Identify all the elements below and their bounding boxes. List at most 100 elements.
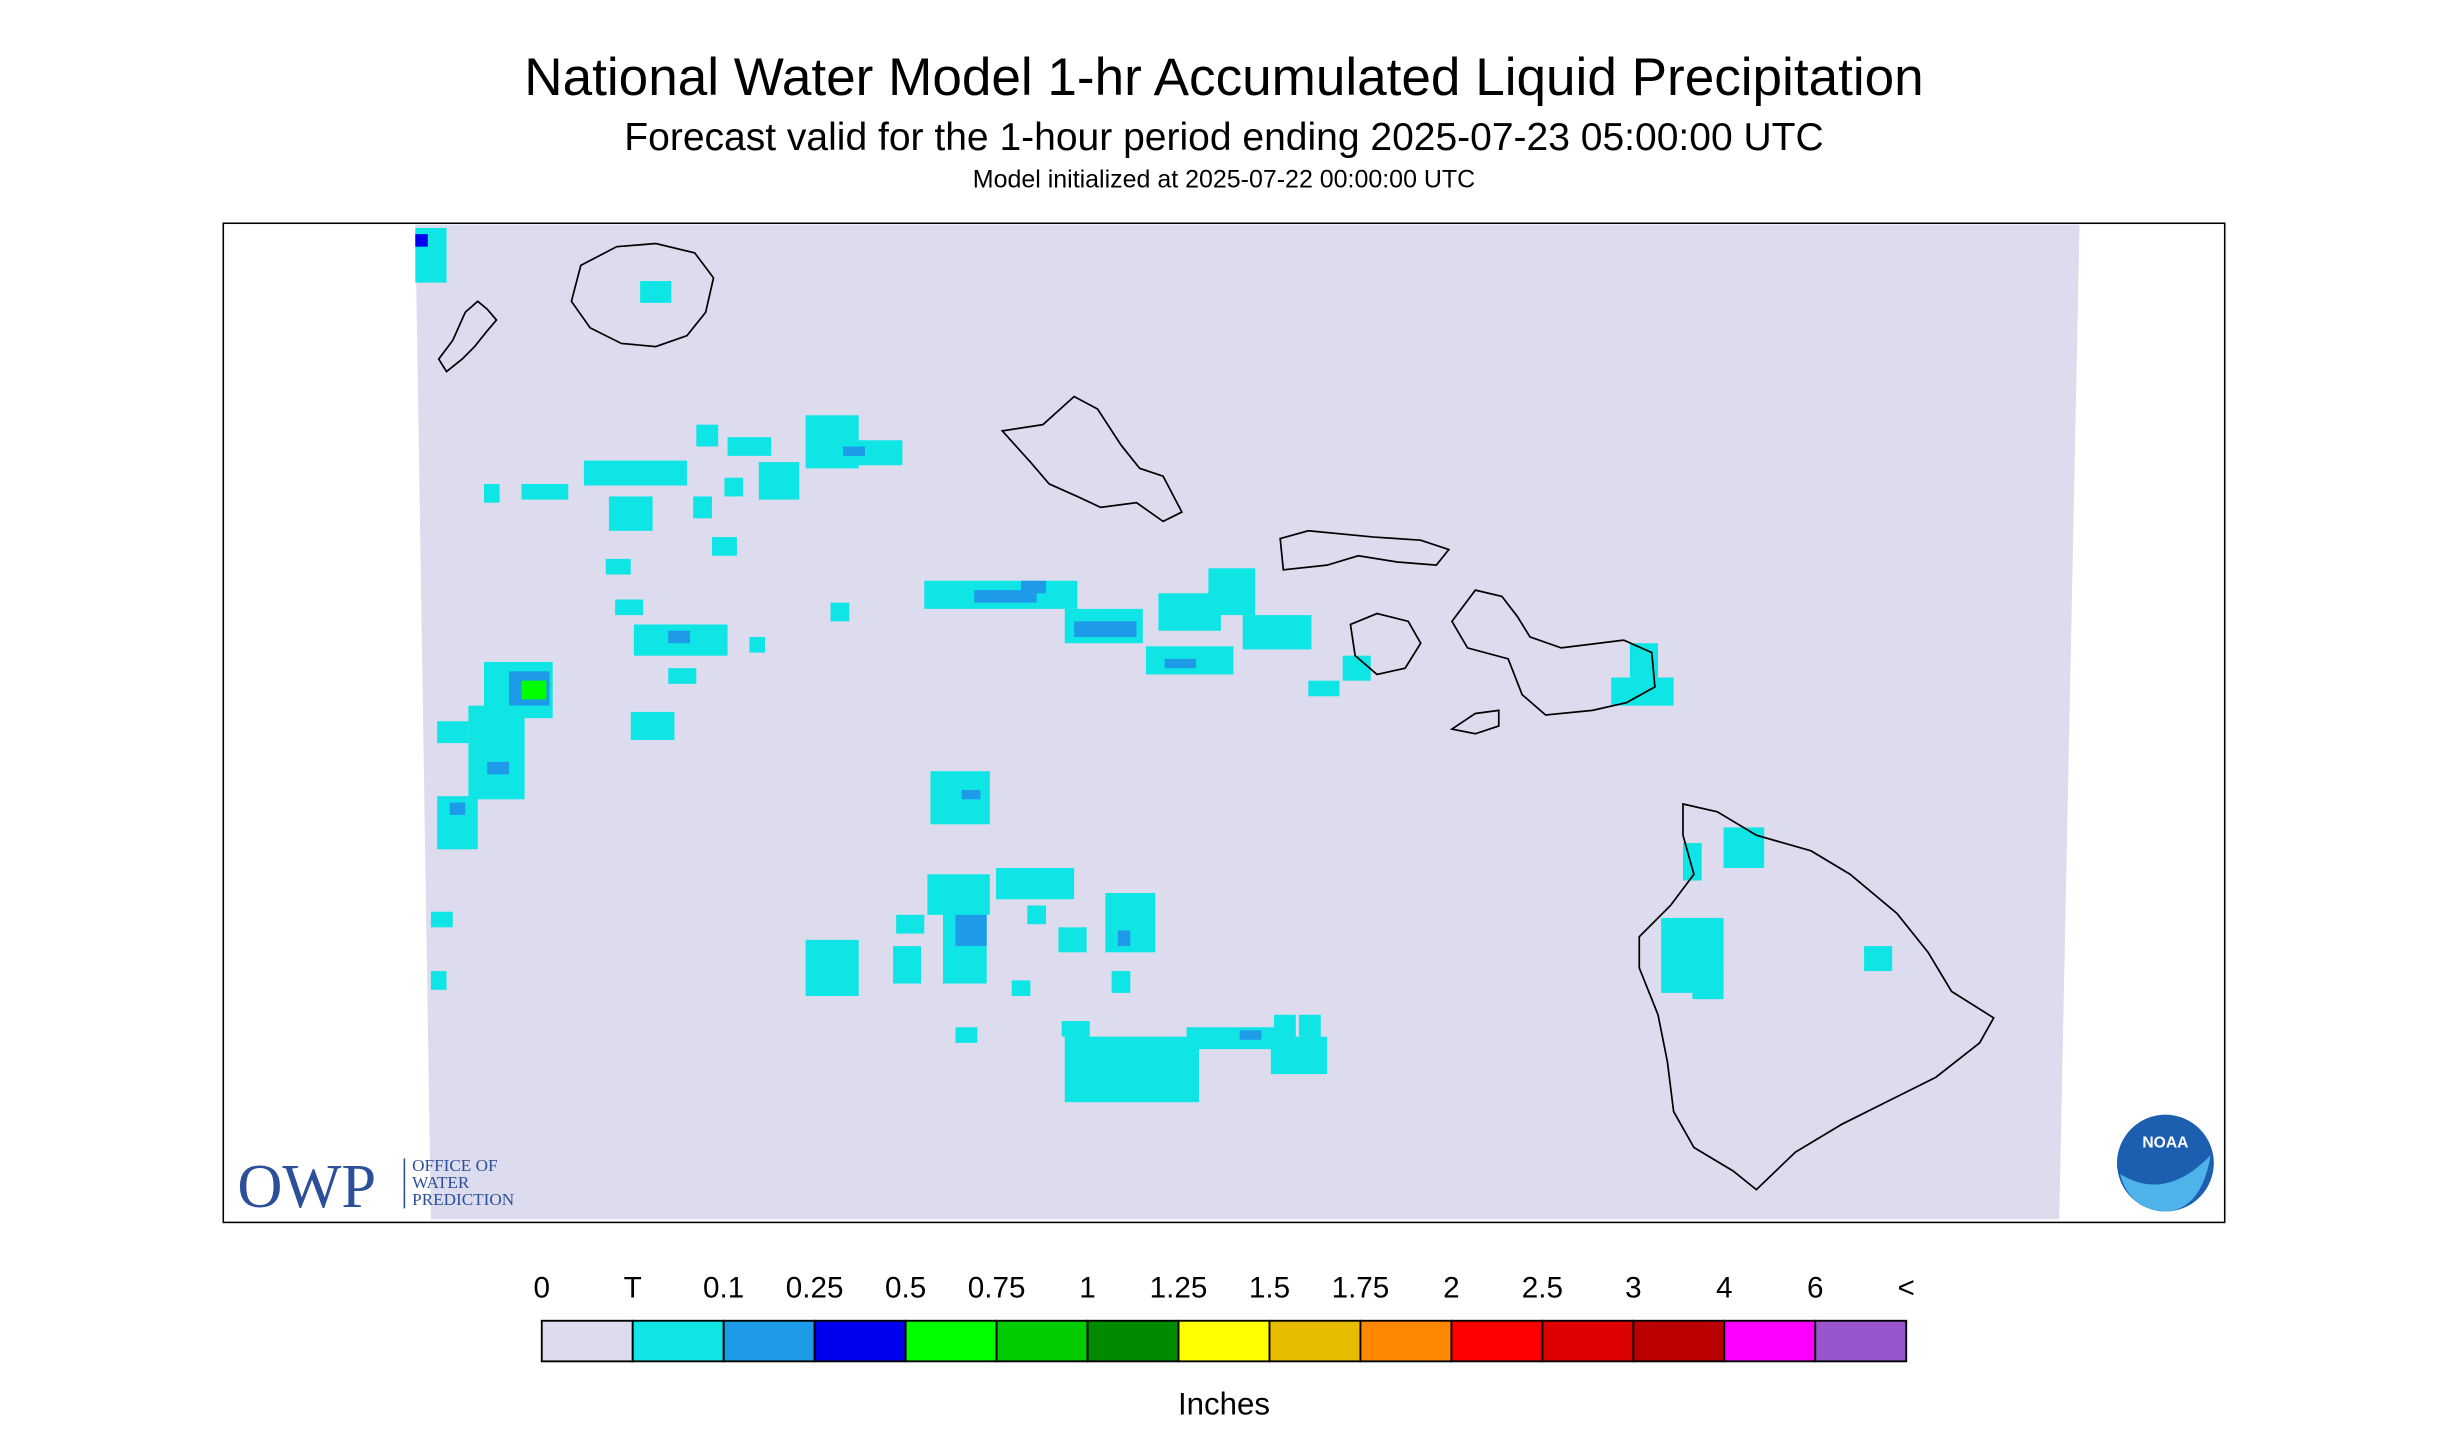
owp-name: WATER	[412, 1173, 470, 1192]
colorbar-swatch	[631, 1319, 725, 1363]
precip-cell	[1208, 568, 1256, 616]
colorbar-swatch	[1632, 1319, 1726, 1363]
precip-cell	[1011, 980, 1031, 997]
precip-cell	[483, 483, 500, 503]
precip-areas	[415, 227, 1893, 1103]
owp-name: PREDICTION	[412, 1190, 514, 1209]
precip-cell	[487, 761, 509, 775]
colorbar-label: 2	[1443, 1271, 1460, 1304]
precip-cell	[437, 721, 469, 744]
colorbar-label: 2.5	[1522, 1271, 1563, 1304]
precip-cell	[727, 437, 772, 456]
precip-cell	[415, 234, 428, 247]
colorbar-swatch	[1177, 1319, 1271, 1363]
colorbar-swatch	[1450, 1319, 1544, 1363]
precip-cell	[430, 971, 447, 990]
precip-cell	[1061, 1021, 1090, 1037]
colorbar-label: <	[1898, 1271, 1915, 1304]
colorbar-label: 4	[1716, 1271, 1733, 1304]
colorbar-label: 0	[534, 1271, 551, 1304]
precip-cell	[1027, 905, 1047, 925]
precip-cell	[630, 711, 675, 741]
precip-cell	[961, 789, 981, 800]
precip-cell	[930, 771, 990, 825]
title: National Water Model 1-hr Accumulated Li…	[524, 48, 1923, 107]
precip-cell	[1242, 615, 1312, 650]
precip-cell	[668, 630, 691, 644]
precip-cell	[893, 946, 922, 984]
colorbar-swatch	[995, 1319, 1089, 1363]
precip-cell	[608, 496, 653, 531]
precip-cell	[1064, 1036, 1200, 1103]
precip-cell	[468, 705, 525, 800]
precip-cell	[1164, 658, 1196, 669]
colorbar-swatch	[1268, 1319, 1362, 1363]
precip-cell	[1021, 580, 1047, 594]
precip-cell	[1298, 1014, 1321, 1037]
precip-cell	[521, 483, 569, 500]
owp-text: OWP	[237, 1151, 376, 1221]
colorbar-label: 1.75	[1332, 1271, 1390, 1304]
precip-cell	[758, 462, 800, 500]
colorbar-swatch	[722, 1319, 816, 1363]
precip-cell	[605, 558, 631, 575]
colorbar-swatch	[1359, 1319, 1453, 1363]
precip-cell	[1058, 927, 1087, 953]
precip-cell	[749, 636, 766, 653]
precip-cell	[830, 602, 850, 622]
precip-cell	[521, 680, 547, 700]
precip-cell	[430, 911, 453, 928]
colorbar-swatch	[540, 1319, 634, 1363]
precip-cell	[1239, 1030, 1262, 1040]
precip-cell	[1692, 967, 1724, 1000]
colorbar: 0 T 0.1 0.25 0.5 0.75 1 1.25 1.5 1.75 2 2.5 3 4 6 <	[534, 1271, 1915, 1363]
colorbar-label: 0.75	[968, 1271, 1026, 1304]
colorbar-swatch	[1814, 1319, 1908, 1363]
noaa-text: NOAA	[2142, 1134, 2188, 1151]
colorbar-swatch	[1723, 1319, 1817, 1363]
owp-name: OFFICE OF	[412, 1156, 497, 1175]
precip-cell	[1273, 1014, 1296, 1037]
colorbar-label: 0.25	[786, 1271, 844, 1304]
precip-cell	[1342, 655, 1371, 681]
precip-cell	[1864, 946, 1893, 972]
subtitle: Forecast valid for the 1-hour period end…	[624, 116, 1823, 159]
colorbar-unit: Inches	[1178, 1386, 1270, 1421]
precip-cell	[1074, 621, 1137, 637]
precip-cell	[724, 477, 744, 497]
precip-cell	[955, 914, 987, 947]
precip-cell	[1270, 1036, 1328, 1075]
precip-cell	[696, 424, 719, 447]
precip-cell	[1308, 680, 1340, 697]
precip-cell	[711, 537, 737, 556]
colorbar-label: 1.5	[1249, 1271, 1290, 1304]
colorbar-swatch	[904, 1319, 998, 1363]
colorbar-label: T	[624, 1271, 642, 1304]
precip-cell	[1111, 971, 1131, 993]
precip-cell	[896, 914, 925, 934]
precip-cell	[955, 1027, 978, 1043]
owp-logo: OWP OFFICE OF WATER PREDICTION	[237, 1151, 514, 1221]
precip-cell	[843, 446, 865, 456]
colorbar-label: 0.1	[703, 1271, 744, 1304]
colorbar-swatch	[813, 1319, 907, 1363]
noaa-logo: NOAA	[2116, 1114, 2214, 1212]
precip-cell	[449, 802, 466, 815]
precip-cell	[668, 668, 697, 684]
precip-cell	[615, 599, 644, 616]
colorbar-label: 1	[1079, 1271, 1096, 1304]
precip-cell	[805, 939, 859, 997]
islands	[437, 242, 1995, 1191]
precip-cell	[996, 868, 1075, 900]
colorbar-label: 3	[1625, 1271, 1642, 1304]
colorbar-swatch	[1086, 1319, 1180, 1363]
map: OWP OFFICE OF WATER PREDICTION NOAA	[222, 222, 2226, 1224]
precip-cell	[1186, 1027, 1284, 1050]
precip-cell	[1611, 677, 1674, 706]
colorbar-label: 0.5	[885, 1271, 926, 1304]
precip-cell	[1723, 827, 1765, 869]
init-time: Model initialized at 2025-07-22 00:00:00…	[973, 165, 1475, 193]
precip-cell	[1117, 930, 1131, 947]
precip-cell	[583, 460, 687, 486]
